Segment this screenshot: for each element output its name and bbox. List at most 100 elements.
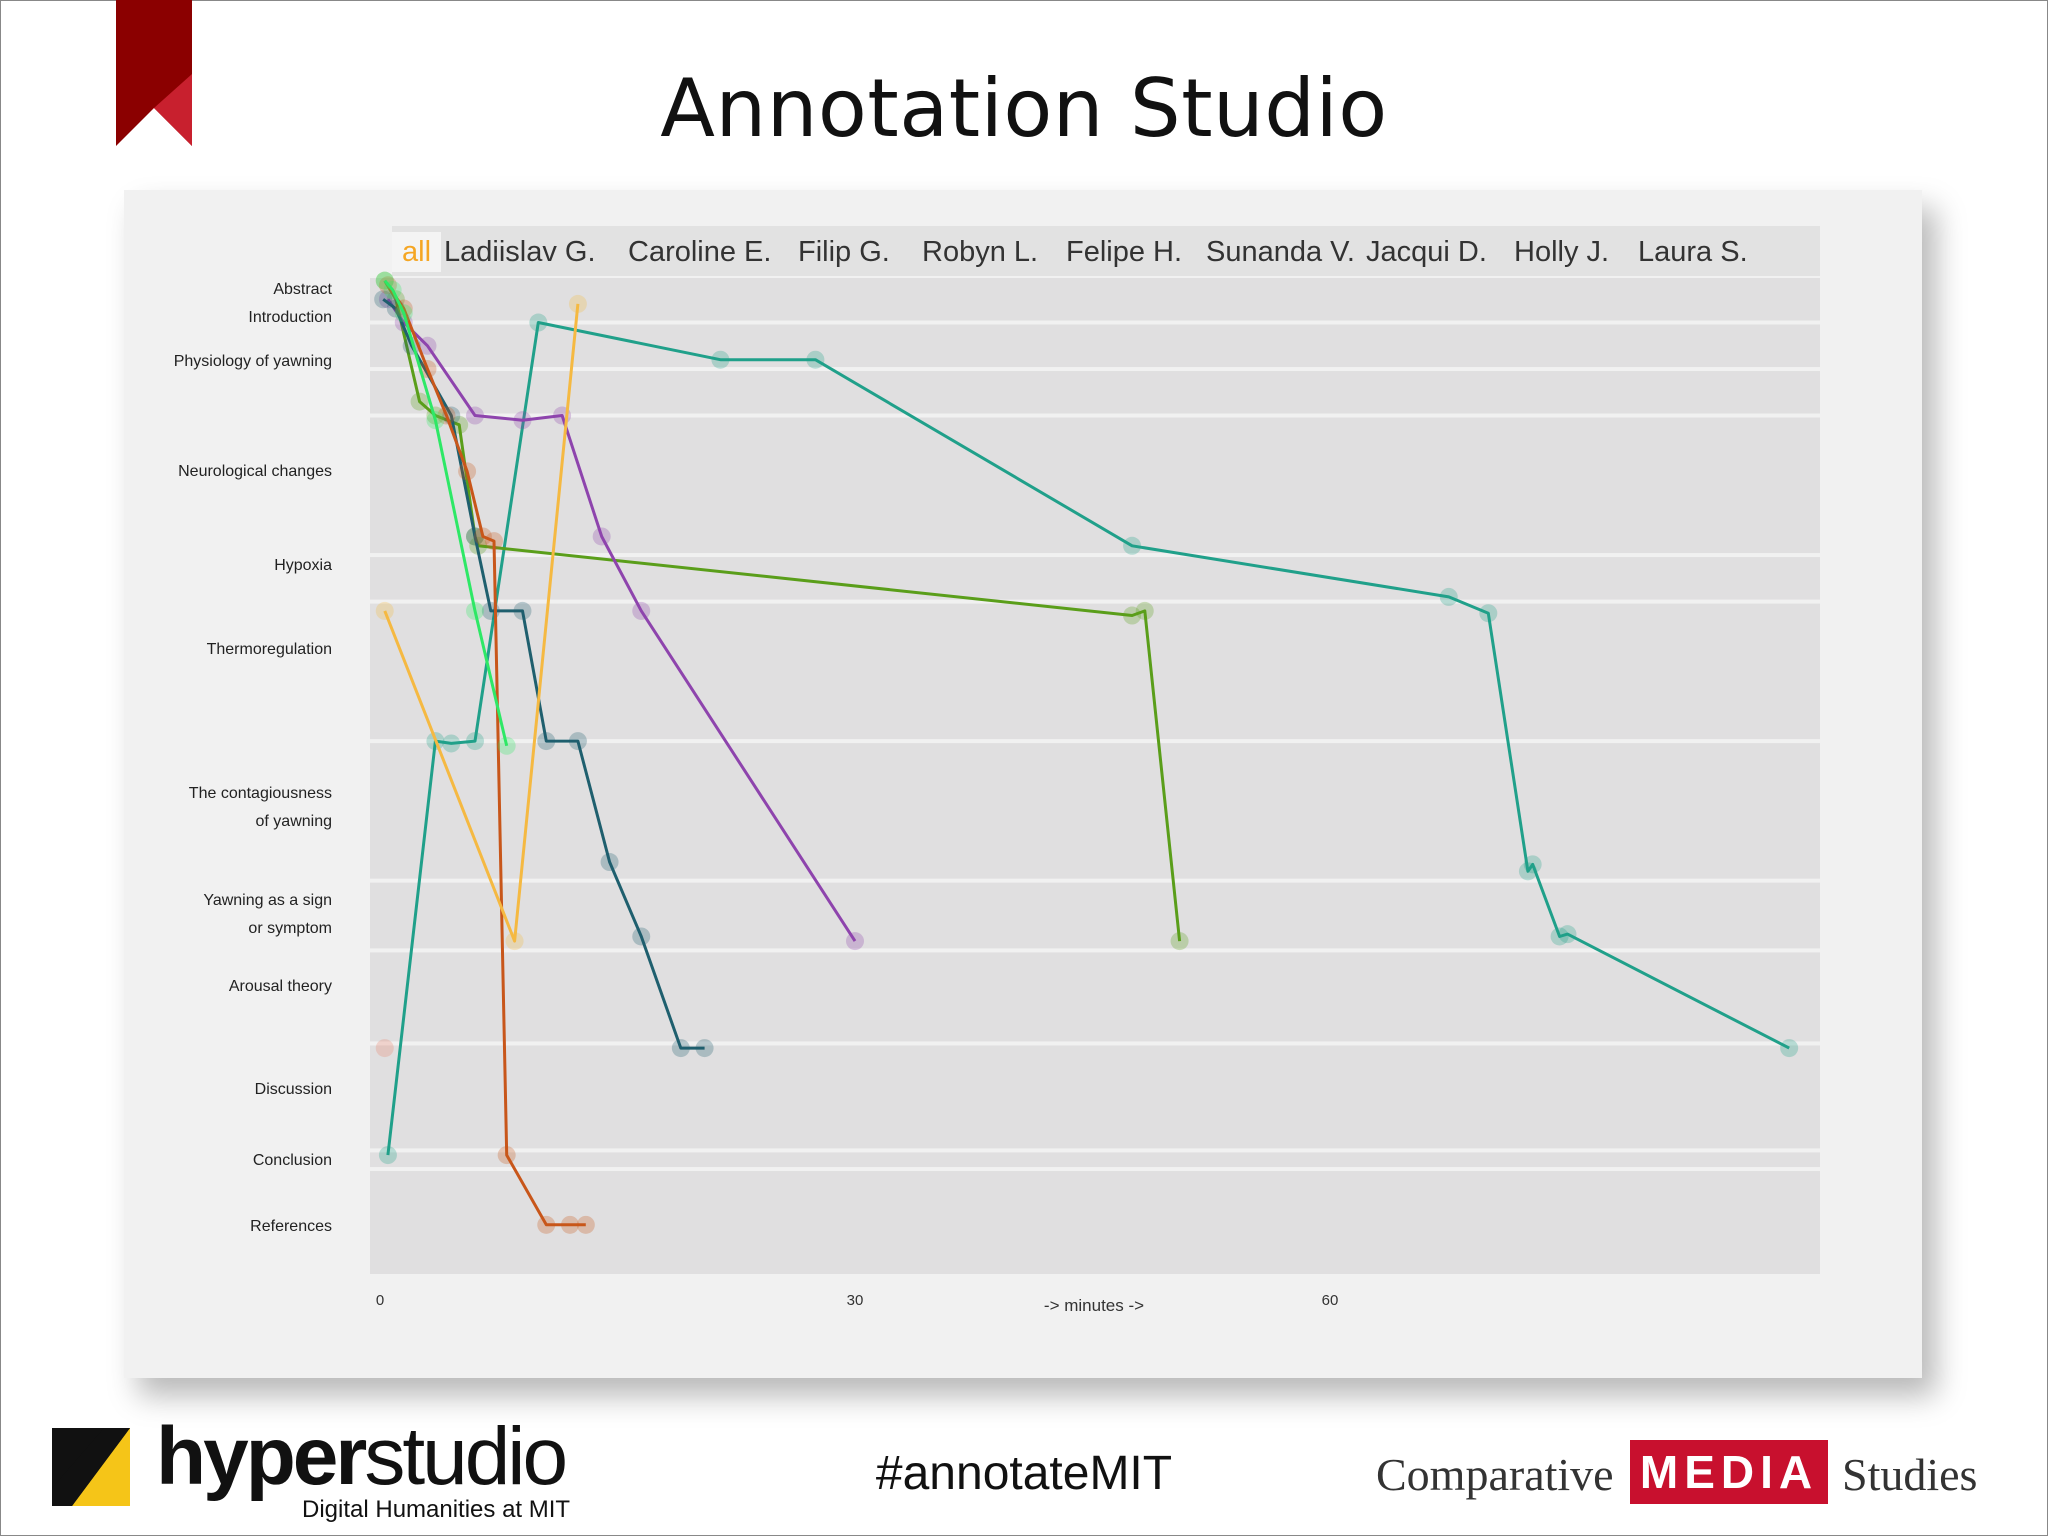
data-point-dark-teal-4 bbox=[466, 527, 484, 546]
section-label-line: Yawning as a sign bbox=[203, 892, 332, 909]
cms-right-word: Studies bbox=[1842, 1449, 1978, 1500]
section-row-7 bbox=[370, 882, 1820, 949]
section-label-line: or symptom bbox=[248, 920, 332, 937]
data-point-orange-brown-9 bbox=[561, 1215, 579, 1234]
data-point-yellow-1 bbox=[505, 932, 524, 951]
series-line-orange-brown bbox=[386, 284, 586, 1227]
data-point-teal-11 bbox=[1523, 855, 1542, 874]
data-point-olive-green-2 bbox=[410, 392, 429, 411]
section-label-line: The contagiousness bbox=[188, 785, 332, 802]
section-label-7: Yawning as a sign or symptom bbox=[203, 887, 332, 943]
x-tick-0: 0 bbox=[375, 1292, 385, 1309]
section-label-1: Introduction bbox=[248, 309, 332, 326]
data-point-teal-3 bbox=[466, 732, 484, 751]
data-point-dark-teal-12 bbox=[695, 1039, 714, 1058]
data-point-dark-teal-9 bbox=[600, 853, 619, 872]
data-point-olive-green-8 bbox=[1135, 601, 1154, 620]
data-point-orange-brown-4 bbox=[458, 462, 477, 481]
tab-filip-g[interactable]: Filip G. bbox=[798, 236, 890, 268]
x-axis-label: -> minutes -> bbox=[1043, 1296, 1145, 1315]
data-point-orange-brown-10 bbox=[576, 1215, 595, 1234]
section-row-9 bbox=[370, 1045, 1820, 1149]
section-row-6 bbox=[370, 743, 1820, 879]
series-line-olive-green bbox=[383, 279, 1182, 942]
series-line-teal bbox=[386, 321, 1790, 1156]
tab-jacqui-d[interactable]: Jacqui D. bbox=[1366, 236, 1487, 268]
data-point-teal-10 bbox=[1518, 862, 1537, 881]
data-point-dark-teal-11 bbox=[671, 1039, 690, 1058]
data-point-dark-teal-5 bbox=[481, 601, 500, 620]
data-point-teal-14 bbox=[1780, 1039, 1799, 1058]
tab-holly-j[interactable]: Holly J. bbox=[1514, 236, 1610, 268]
data-point-purple-6 bbox=[592, 527, 611, 546]
section-row-0 bbox=[370, 278, 1820, 321]
tab-bar bbox=[392, 226, 1820, 276]
hyperstudio-subtitle: Digital Humanities at MIT bbox=[302, 1496, 571, 1523]
data-point-dark-teal-7 bbox=[537, 732, 556, 751]
data-point-bright-green-1 bbox=[383, 280, 402, 299]
section-row-2 bbox=[370, 371, 1820, 414]
data-point-orange-brown-8 bbox=[537, 1215, 556, 1234]
series-line-yellow bbox=[383, 303, 580, 943]
section-label-4: Hypoxia bbox=[274, 557, 332, 574]
hyperstudio-bold: hyper bbox=[156, 1411, 367, 1502]
data-point-teal-6 bbox=[806, 350, 825, 369]
data-point-teal-5 bbox=[711, 350, 730, 369]
data-point-bright-green-5 bbox=[497, 736, 516, 755]
bookmark-ribbon-icon bbox=[116, 0, 192, 146]
tab-felipe-h[interactable]: Felipe H. bbox=[1066, 236, 1183, 268]
section-row-10 bbox=[370, 1152, 1820, 1168]
section-label-6: The contagiousness of yawning bbox=[189, 780, 332, 836]
data-point-purple-7 bbox=[632, 601, 651, 620]
section-row-3 bbox=[370, 417, 1820, 554]
data-point-orange-brown-6 bbox=[485, 532, 503, 551]
tab-caroline-e[interactable]: Caroline E. bbox=[628, 236, 772, 268]
data-point-purple-4 bbox=[513, 411, 532, 430]
cms-media-badge: MEDIA bbox=[1630, 1440, 1828, 1504]
section-label-9: Discussion bbox=[254, 1081, 332, 1098]
cms-left-word: Comparative bbox=[1376, 1449, 1614, 1500]
data-point-teal-9 bbox=[1479, 604, 1498, 623]
data-point-purple-3 bbox=[466, 406, 484, 425]
data-point-teal-0 bbox=[378, 1146, 397, 1165]
data-point-bright-green-3 bbox=[426, 411, 445, 430]
data-point-orange-brown-3 bbox=[437, 406, 456, 425]
section-label-3: Neurological changes bbox=[178, 463, 332, 480]
hashtag: #annotateMIT bbox=[875, 1447, 1173, 1500]
section-label-8: Arousal theory bbox=[228, 978, 332, 995]
data-point-teal-8 bbox=[1439, 587, 1458, 606]
data-point-dark-teal-10 bbox=[632, 927, 651, 946]
data-point-orange-brown-7 bbox=[497, 1146, 516, 1165]
tab-all[interactable]: all bbox=[392, 232, 442, 272]
data-point-bright-green-4 bbox=[466, 601, 484, 620]
data-point-teal-13 bbox=[1558, 925, 1577, 944]
data-point-salmon-0 bbox=[375, 1039, 394, 1058]
section-label-10: Conclusion bbox=[252, 1152, 332, 1169]
tab-laura-s[interactable]: Laura S. bbox=[1638, 236, 1748, 268]
tab-ladiislav-g[interactable]: Ladiislav G. bbox=[444, 236, 596, 268]
section-label-line: of yawning bbox=[255, 813, 333, 830]
tab-robyn-l[interactable]: Robyn L. bbox=[922, 236, 1039, 268]
data-point-yellow-2 bbox=[568, 294, 587, 313]
data-point-yellow-0 bbox=[375, 601, 394, 620]
hyperstudio-logo-icon bbox=[52, 1428, 130, 1506]
section-row-11 bbox=[370, 1171, 1820, 1274]
series-line-dark-teal bbox=[382, 298, 705, 1050]
slide-title: Annotation Studio bbox=[660, 62, 1388, 155]
data-point-dark-teal-0 bbox=[374, 290, 393, 309]
section-row-8 bbox=[370, 952, 1820, 1042]
data-point-purple-8 bbox=[846, 932, 864, 951]
data-point-teal-7 bbox=[1123, 536, 1142, 555]
x-tick-60: 60 bbox=[1321, 1292, 1339, 1309]
data-point-olive-green-9 bbox=[1170, 932, 1189, 951]
data-point-teal-4 bbox=[529, 313, 548, 332]
section-label-11: References bbox=[250, 1218, 332, 1235]
tab-sunanda-v[interactable]: Sunanda V. bbox=[1206, 236, 1355, 268]
data-point-bright-green-0 bbox=[375, 271, 394, 290]
section-label-0: Abstract bbox=[273, 281, 332, 298]
data-point-bright-green-2 bbox=[394, 304, 413, 323]
section-label-5: Thermoregulation bbox=[206, 641, 332, 658]
data-point-dark-teal-6 bbox=[513, 601, 532, 620]
data-point-teal-12 bbox=[1550, 927, 1569, 946]
